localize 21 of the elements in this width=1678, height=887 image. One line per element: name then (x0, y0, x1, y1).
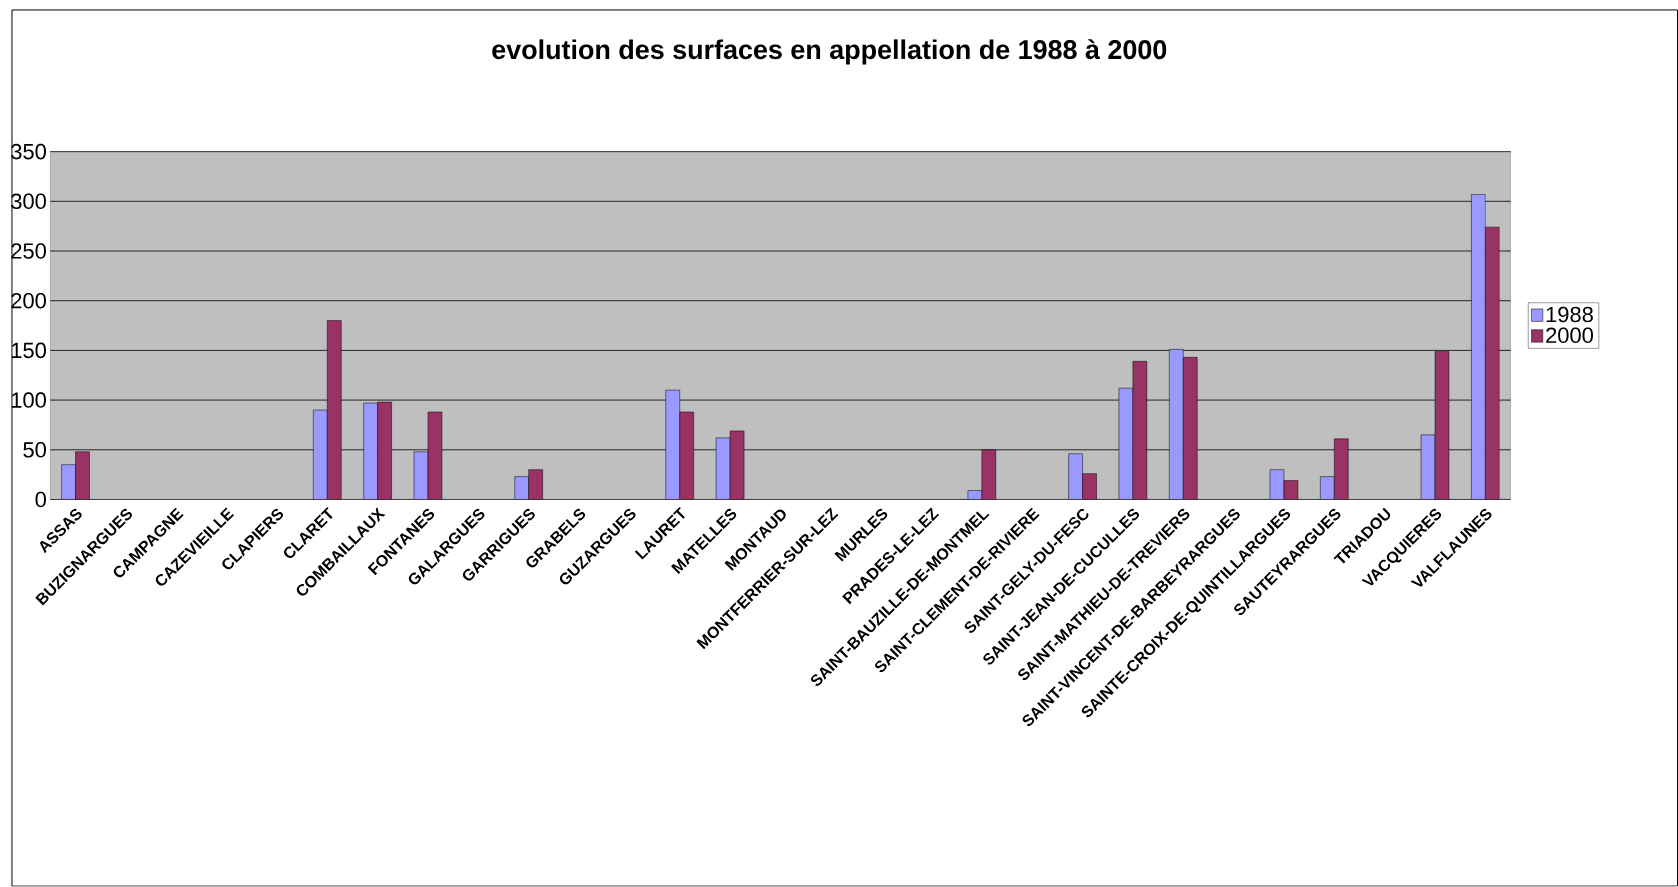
chart-title: evolution des surfaces en appellation de 1988 à 2000 (492, 39, 1167, 65)
y-tick-label: 200 (11, 293, 46, 309)
bar (61, 464, 76, 500)
bar (679, 411, 694, 500)
y-tick-label: 100 (11, 392, 46, 409)
y-tick-label: 0 (35, 491, 46, 508)
bar (75, 451, 90, 500)
y-tick-label: 50 (23, 442, 46, 458)
bar (1082, 473, 1097, 500)
legend-label: 2000 (1546, 327, 1593, 344)
y-tick-label: 150 (11, 342, 46, 359)
y-tick-label: 300 (11, 193, 46, 210)
bar (528, 469, 543, 500)
bar (1183, 357, 1198, 500)
bar (1334, 438, 1349, 500)
legend-label: 1988 (1546, 306, 1593, 323)
y-tick-label: 250 (11, 243, 46, 259)
bar (377, 402, 392, 500)
bar (327, 320, 342, 500)
bar (1485, 227, 1500, 500)
y-tick-label: 350 (11, 144, 46, 160)
